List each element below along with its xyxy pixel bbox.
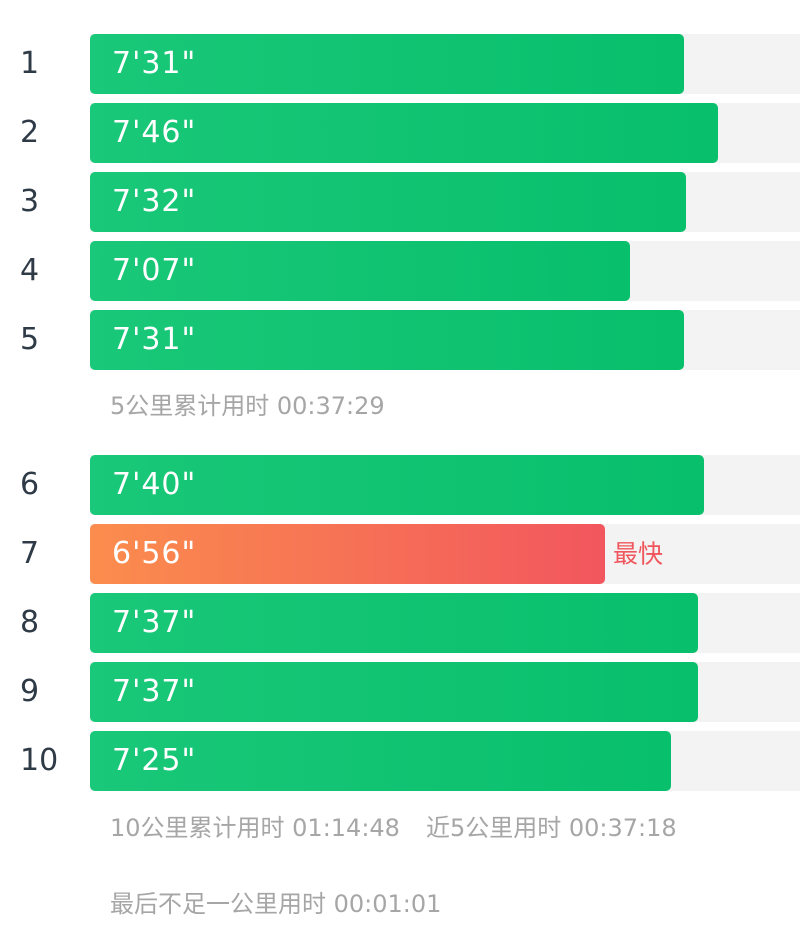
split-track: 6'56" 最快 bbox=[90, 524, 800, 584]
split-row: 1 7'31" bbox=[0, 34, 800, 94]
split-track: 7'31" bbox=[90, 310, 800, 370]
fastest-badge: 最快 bbox=[613, 539, 664, 569]
split-bar: 7'37" bbox=[90, 662, 698, 722]
split-row: 3 7'32" bbox=[0, 172, 800, 232]
split-pace: 6'56" bbox=[112, 536, 197, 571]
split-row: 8 7'37" bbox=[0, 593, 800, 653]
split-pace: 7'07" bbox=[112, 253, 197, 288]
split-row: 9 7'37" bbox=[0, 662, 800, 722]
summary-remainder: 最后不足一公里用时 00:01:01 bbox=[110, 892, 441, 916]
split-km-number: 4 bbox=[20, 253, 40, 288]
summary-5km: 5公里累计用时 00:37:29 bbox=[110, 394, 385, 418]
split-pace: 7'31" bbox=[112, 322, 197, 357]
split-km-number: 3 bbox=[20, 184, 40, 219]
split-row: 7 6'56" 最快 bbox=[0, 524, 800, 584]
split-bar: 7'40" bbox=[90, 455, 704, 515]
split-track: 7'40" bbox=[90, 455, 800, 515]
split-pace: 7'31" bbox=[112, 46, 197, 81]
split-km-number: 2 bbox=[20, 115, 40, 150]
split-bar-fastest: 6'56" bbox=[90, 524, 605, 584]
split-track: 7'07" bbox=[90, 241, 800, 301]
split-km-number: 7 bbox=[20, 536, 40, 571]
split-bar: 7'31" bbox=[90, 310, 684, 370]
summary-5km-text: 5公里累计用时 00:37:29 bbox=[110, 392, 385, 420]
split-row: 6 7'40" bbox=[0, 455, 800, 515]
split-track: 7'46" bbox=[90, 103, 800, 163]
split-km-number: 6 bbox=[20, 467, 40, 502]
summary-10km: 10公里累计用时 01:14:48 近5公里用时 00:37:18 bbox=[110, 816, 677, 840]
summary-10km-text: 10公里累计用时 01:14:48 bbox=[110, 814, 400, 842]
split-track: 7'25" bbox=[90, 731, 800, 791]
split-bar: 7'25" bbox=[90, 731, 671, 791]
summary-remainder-text: 最后不足一公里用时 00:01:01 bbox=[110, 890, 442, 918]
split-row: 2 7'46" bbox=[0, 103, 800, 163]
summary-last-5km-text: 近5公里用时 00:37:18 bbox=[425, 814, 677, 842]
split-km-number: 9 bbox=[20, 674, 40, 709]
split-bar: 7'32" bbox=[90, 172, 686, 232]
split-km-number: 5 bbox=[20, 322, 40, 357]
split-km-number: 1 bbox=[20, 46, 40, 81]
split-pace: 7'32" bbox=[112, 184, 197, 219]
split-pace: 7'40" bbox=[112, 467, 197, 502]
split-km-number: 8 bbox=[20, 605, 40, 640]
split-pace: 7'37" bbox=[112, 605, 197, 640]
split-bar: 7'46" bbox=[90, 103, 718, 163]
split-bar: 7'37" bbox=[90, 593, 698, 653]
split-track: 7'31" bbox=[90, 34, 800, 94]
split-row: 4 7'07" bbox=[0, 241, 800, 301]
split-km-number: 10 bbox=[20, 743, 59, 778]
split-pace: 7'25" bbox=[112, 743, 197, 778]
split-bar: 7'31" bbox=[90, 34, 684, 94]
split-track: 7'37" bbox=[90, 593, 800, 653]
split-pace: 7'37" bbox=[112, 674, 197, 709]
split-bar: 7'07" bbox=[90, 241, 630, 301]
split-row: 5 7'31" bbox=[0, 310, 800, 370]
split-track: 7'37" bbox=[90, 662, 800, 722]
split-pace: 7'46" bbox=[112, 115, 197, 150]
split-row: 10 7'25" bbox=[0, 731, 800, 791]
split-track: 7'32" bbox=[90, 172, 800, 232]
